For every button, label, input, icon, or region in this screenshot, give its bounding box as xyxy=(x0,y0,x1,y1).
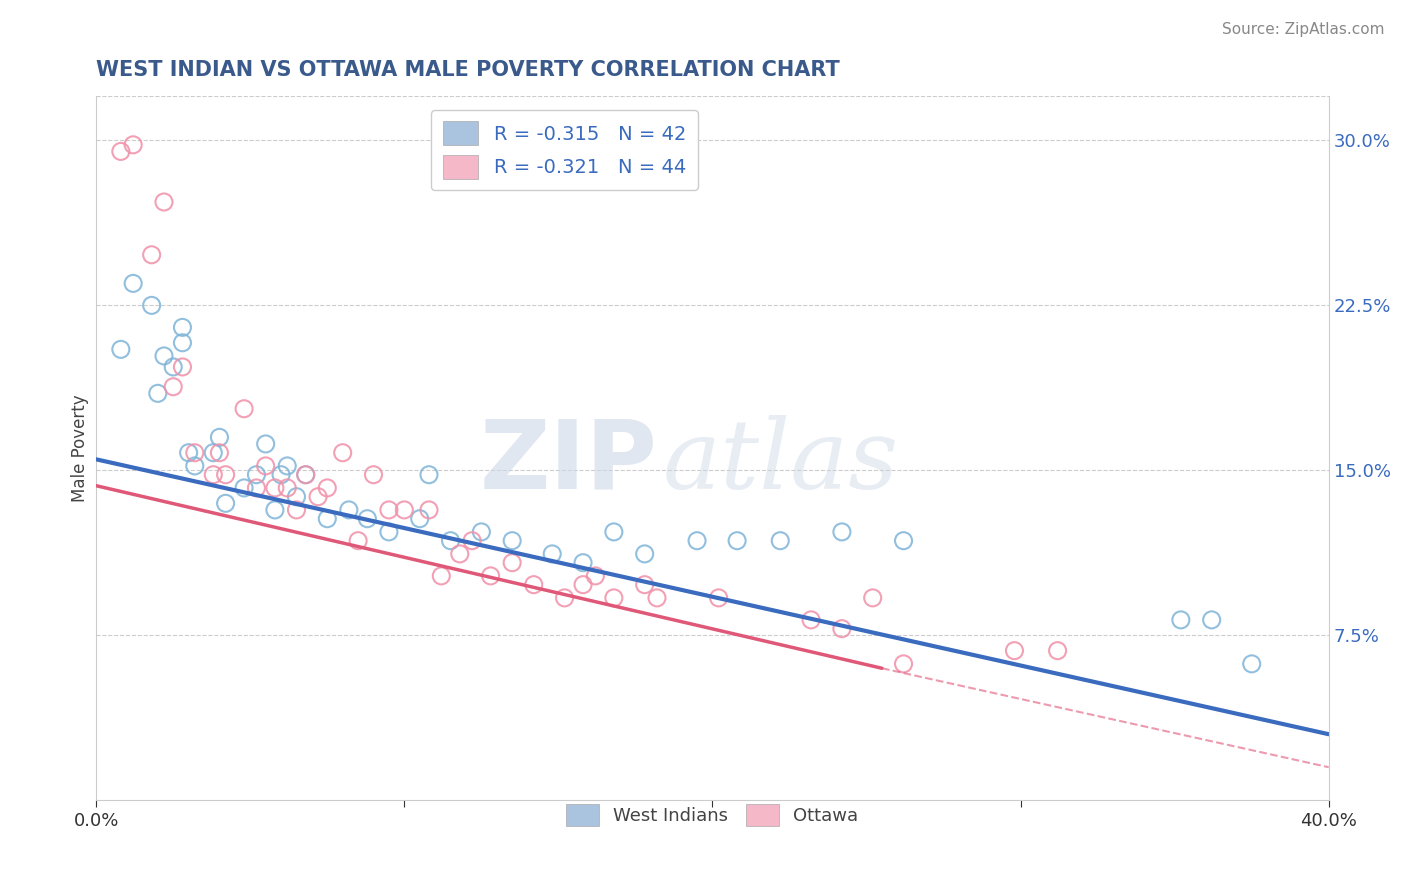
Point xyxy=(316,512,339,526)
Point xyxy=(347,533,370,548)
Point xyxy=(202,467,225,482)
Point xyxy=(418,503,440,517)
Point xyxy=(893,657,915,671)
Point xyxy=(245,467,267,482)
Point xyxy=(294,467,316,482)
Point xyxy=(162,359,184,374)
Y-axis label: Male Poverty: Male Poverty xyxy=(72,394,89,502)
Point xyxy=(110,145,132,159)
Point xyxy=(439,533,461,548)
Point xyxy=(378,524,401,539)
Point xyxy=(645,591,668,605)
Point xyxy=(294,467,316,482)
Point xyxy=(110,343,132,357)
Point xyxy=(264,481,287,495)
Point xyxy=(394,503,416,517)
Point xyxy=(254,437,277,451)
Point xyxy=(409,512,432,526)
Point xyxy=(153,349,176,363)
Point xyxy=(254,458,277,473)
Point xyxy=(686,533,709,548)
Point xyxy=(1004,643,1026,657)
Point xyxy=(285,503,308,517)
Point xyxy=(264,503,287,517)
Point xyxy=(831,622,853,636)
Point xyxy=(233,401,256,416)
Point xyxy=(172,320,194,334)
Point xyxy=(332,446,354,460)
Point xyxy=(162,380,184,394)
Point xyxy=(172,335,194,350)
Point xyxy=(541,547,564,561)
Point xyxy=(177,446,200,460)
Point xyxy=(245,481,267,495)
Text: WEST INDIAN VS OTTAWA MALE POVERTY CORRELATION CHART: WEST INDIAN VS OTTAWA MALE POVERTY CORRE… xyxy=(96,60,839,79)
Point xyxy=(1201,613,1223,627)
Point xyxy=(214,467,236,482)
Point xyxy=(122,277,145,291)
Point xyxy=(1240,657,1263,671)
Point xyxy=(583,569,606,583)
Point xyxy=(356,512,378,526)
Point xyxy=(1170,613,1192,627)
Point xyxy=(214,496,236,510)
Point xyxy=(316,481,339,495)
Point xyxy=(122,137,145,152)
Point xyxy=(233,481,256,495)
Point xyxy=(572,556,595,570)
Point xyxy=(831,524,853,539)
Point xyxy=(893,533,915,548)
Legend: West Indians, Ottawa: West Indians, Ottawa xyxy=(560,797,866,833)
Point xyxy=(276,481,298,495)
Point xyxy=(184,446,207,460)
Point xyxy=(270,467,292,482)
Point xyxy=(461,533,484,548)
Point xyxy=(1046,643,1069,657)
Point xyxy=(418,467,440,482)
Point xyxy=(800,613,823,627)
Point xyxy=(634,577,657,591)
Point xyxy=(202,446,225,460)
Point xyxy=(172,359,194,374)
Point xyxy=(208,446,231,460)
Point xyxy=(501,556,523,570)
Point xyxy=(430,569,453,583)
Point xyxy=(141,248,163,262)
Point xyxy=(449,547,471,561)
Point xyxy=(554,591,576,605)
Text: atlas: atlas xyxy=(664,416,900,509)
Point xyxy=(501,533,523,548)
Point xyxy=(707,591,730,605)
Point xyxy=(479,569,502,583)
Text: ZIP: ZIP xyxy=(479,416,657,509)
Point xyxy=(141,298,163,312)
Point xyxy=(378,503,401,517)
Point xyxy=(208,430,231,444)
Point xyxy=(634,547,657,561)
Point xyxy=(285,490,308,504)
Point xyxy=(769,533,792,548)
Point xyxy=(603,524,626,539)
Point xyxy=(307,490,329,504)
Point xyxy=(337,503,360,517)
Point xyxy=(725,533,748,548)
Point xyxy=(153,194,176,209)
Point xyxy=(146,386,169,401)
Point xyxy=(603,591,626,605)
Point xyxy=(572,577,595,591)
Point xyxy=(862,591,884,605)
Point xyxy=(184,458,207,473)
Point xyxy=(470,524,492,539)
Point xyxy=(523,577,546,591)
Point xyxy=(363,467,385,482)
Point xyxy=(276,458,298,473)
Text: Source: ZipAtlas.com: Source: ZipAtlas.com xyxy=(1222,22,1385,37)
